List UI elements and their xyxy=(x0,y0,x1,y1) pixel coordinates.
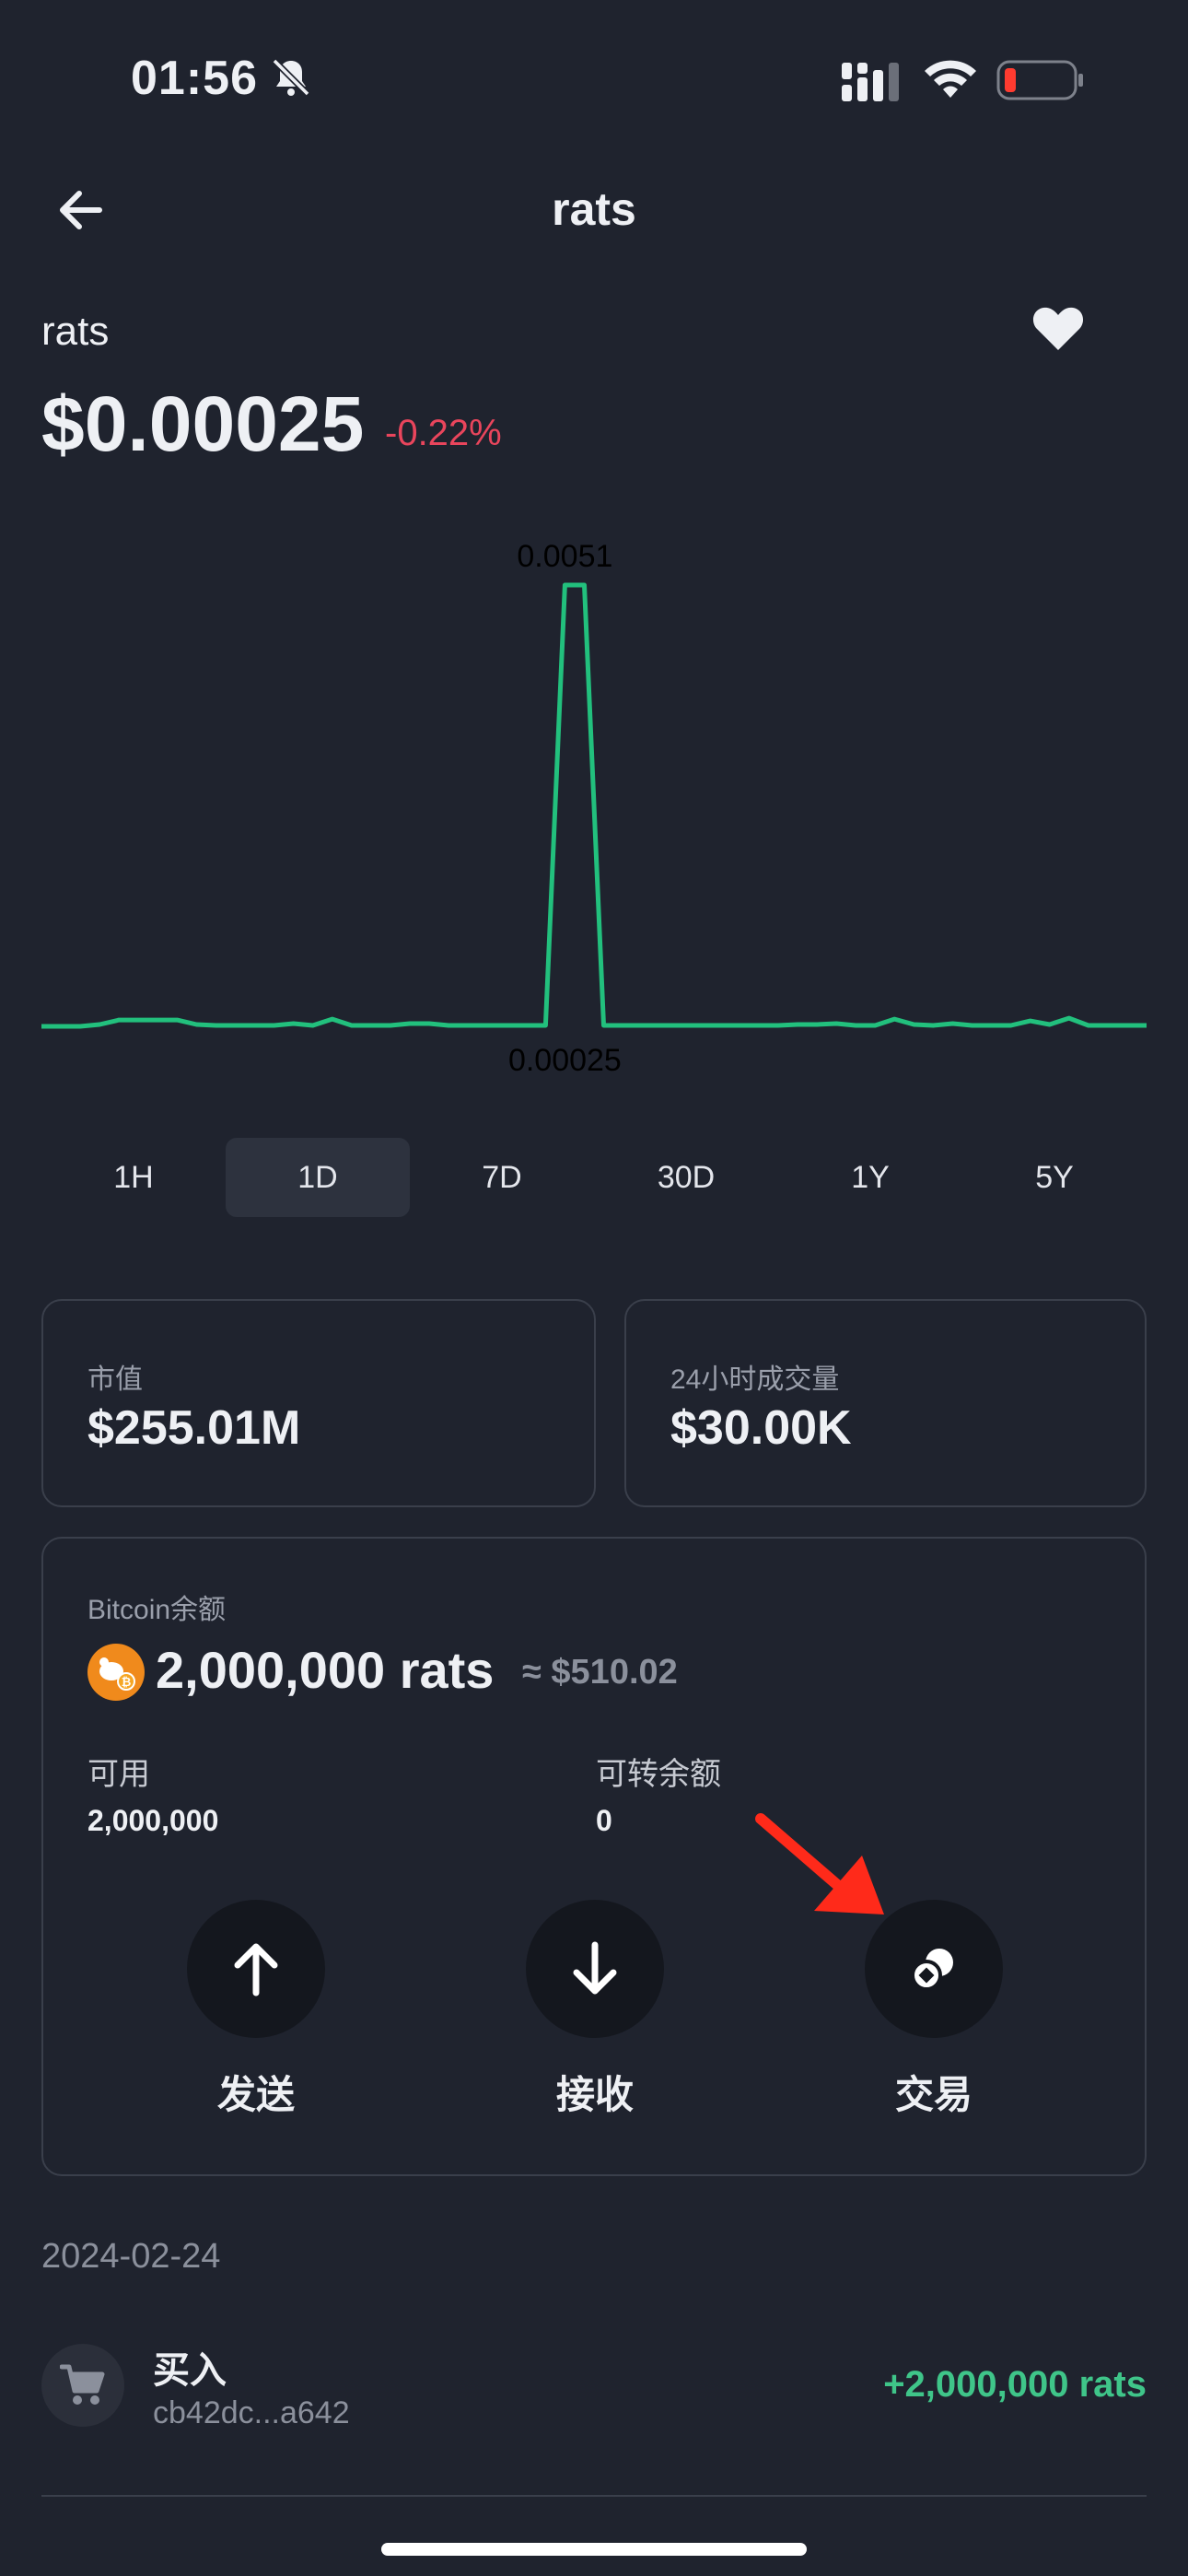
market-cap-card: 市值 $255.01M xyxy=(41,1299,596,1507)
available-label: 可用 xyxy=(87,1757,150,1792)
cellular-signal-icon xyxy=(840,61,904,106)
swap-coins-icon xyxy=(865,1900,1003,2038)
red-pointer-arrow-icon xyxy=(753,1811,901,1945)
volume-value: $30.00K xyxy=(670,1401,852,1455)
send-label: 发送 xyxy=(216,2073,295,2116)
svg-text:₿: ₿ xyxy=(122,1675,132,1689)
balance-amount: 2,000,000 rats xyxy=(156,1641,495,1699)
available-value: 2,000,000 xyxy=(87,1804,219,1837)
arrow-down-icon xyxy=(526,1900,664,2038)
transaction-title[interactable]: 买入 xyxy=(153,2350,227,2391)
chart-min-label: 0.00025 xyxy=(508,1043,622,1078)
battery-icon xyxy=(996,59,1085,106)
price-change: -0.22% xyxy=(385,413,502,453)
range-1h[interactable]: 1H xyxy=(113,1159,154,1195)
volume-card: 24小时成交量 $30.00K xyxy=(624,1299,1147,1507)
send-button[interactable]: 发送 xyxy=(187,1900,325,2120)
range-1d[interactable]: 1D xyxy=(226,1138,410,1217)
range-5y[interactable]: 5Y xyxy=(1035,1159,1074,1195)
page-title: rats xyxy=(552,183,636,235)
range-30d[interactable]: 30D xyxy=(657,1159,716,1195)
home-indicator[interactable] xyxy=(381,2543,807,2556)
balance-fiat-value: ≈ $510.02 xyxy=(522,1653,678,1692)
balance-card: Bitcoin余额 ₿ 2,000,000 rats ≈ $510.02 可用 … xyxy=(41,1537,1147,2176)
wifi-icon xyxy=(921,57,980,106)
time-range-selector: 1H 1D 7D 30D 1Y 5Y xyxy=(41,1138,1147,1217)
status-time: 01:56 xyxy=(131,52,258,105)
transaction-date: 2024-02-24 xyxy=(41,2237,221,2276)
chart-line xyxy=(41,582,1147,1029)
balance-label: Bitcoin余额 xyxy=(87,1595,227,1625)
favorite-heart-icon[interactable] xyxy=(1031,304,1085,358)
cart-icon xyxy=(41,2344,124,2427)
volume-label: 24小时成交量 xyxy=(670,1364,840,1395)
chart-max-label: 0.0051 xyxy=(517,539,612,574)
asset-name: rats xyxy=(41,309,110,354)
transferable-value: 0 xyxy=(596,1804,612,1837)
bell-muted-icon xyxy=(269,55,313,104)
asset-price: $0.00025 xyxy=(41,381,365,467)
trade-label: 交易 xyxy=(894,2073,973,2116)
transferable-label: 可转余额 xyxy=(596,1757,721,1792)
range-1y[interactable]: 1Y xyxy=(851,1159,890,1195)
receive-label: 接收 xyxy=(555,2073,634,2116)
back-button[interactable] xyxy=(55,184,107,240)
market-cap-label: 市值 xyxy=(87,1364,143,1395)
transaction-hash: cb42dc...a642 xyxy=(153,2395,350,2430)
range-7d[interactable]: 7D xyxy=(482,1159,522,1195)
market-cap-value: $255.01M xyxy=(87,1401,301,1455)
trade-button[interactable]: 交易 xyxy=(865,1900,1003,2120)
transaction-amount: +2,000,000 rats xyxy=(883,2364,1147,2405)
receive-button[interactable]: 接收 xyxy=(526,1900,664,2120)
rats-token-icon: ₿ xyxy=(87,1644,145,1701)
divider xyxy=(41,2495,1147,2497)
arrow-up-icon xyxy=(187,1900,325,2038)
price-chart[interactable]: 0.0051 0.00025 xyxy=(41,516,1147,1087)
